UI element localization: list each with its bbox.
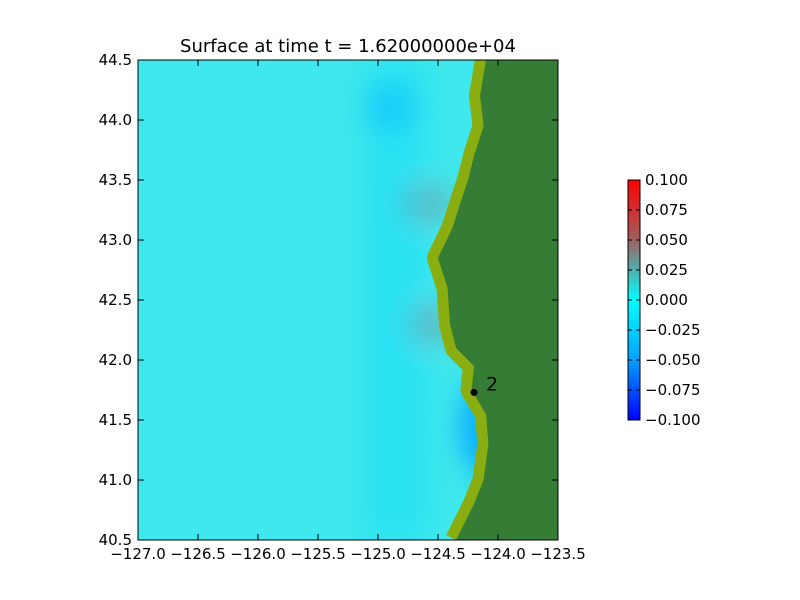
gauge-point bbox=[470, 388, 478, 396]
y-tick-label: 44.0 bbox=[99, 111, 132, 129]
colorbar-tick-label: 0.050 bbox=[645, 231, 688, 249]
colorbar-tick-label: 0.075 bbox=[645, 201, 688, 219]
gauge-markers: 2 bbox=[470, 373, 498, 396]
chart-title: Surface at time t = 1.62000000e+04 bbox=[180, 36, 516, 57]
colorbar: 0.100 0.075 0.050 0.025 0.000 −0.025 −0.050 −0.… bbox=[627, 171, 701, 429]
x-tick-label: −124.0 bbox=[470, 545, 526, 563]
colorbar-ticks: 0.100 0.075 0.050 0.025 0.000 −0.025 −0.050 −0.… bbox=[628, 171, 701, 429]
gauge-label: 2 bbox=[486, 373, 498, 395]
x-axis: −127.0 −126.5 −126.0 −125.5 −125.0 −124.5 −124… bbox=[110, 60, 586, 563]
colorbar-tick-label: 0.100 bbox=[645, 171, 688, 189]
y-tick-label: 43.5 bbox=[99, 171, 132, 189]
plot-area bbox=[138, 60, 558, 540]
y-axis: 40.5 41.0 41.5 42.0 42.5 43.0 43.5 44.0 44.5 bbox=[99, 51, 558, 549]
x-tick-label: −125.5 bbox=[290, 545, 346, 563]
colorbar-tick-label: −0.050 bbox=[645, 351, 701, 369]
colorbar-tick-label: 0.000 bbox=[645, 291, 688, 309]
y-tick-label: 42.5 bbox=[99, 291, 132, 309]
y-tick-label: 41.5 bbox=[99, 411, 132, 429]
x-tick-label: −123.5 bbox=[530, 545, 586, 563]
y-tick-label: 44.5 bbox=[99, 51, 132, 69]
colorbar-tick-label: 0.025 bbox=[645, 261, 688, 279]
colorbar-tick-label: −0.075 bbox=[645, 381, 701, 399]
y-tick-label: 42.0 bbox=[99, 351, 132, 369]
x-tick-label: −126.5 bbox=[170, 545, 226, 563]
colorbar-tick-label: −0.025 bbox=[645, 321, 701, 339]
y-tick-label: 43.0 bbox=[99, 231, 132, 249]
x-tick-label: −125.0 bbox=[350, 545, 406, 563]
y-tick-label: 41.0 bbox=[99, 471, 132, 489]
colorbar-tick-label: −0.100 bbox=[645, 411, 701, 429]
y-tick-label: 40.5 bbox=[99, 531, 132, 549]
land-mass bbox=[438, 60, 558, 540]
x-tick-label: −124.5 bbox=[410, 545, 466, 563]
x-tick-label: −126.0 bbox=[230, 545, 286, 563]
nearshore-band bbox=[366, 60, 426, 540]
x-tick-label: −127.0 bbox=[110, 545, 166, 563]
